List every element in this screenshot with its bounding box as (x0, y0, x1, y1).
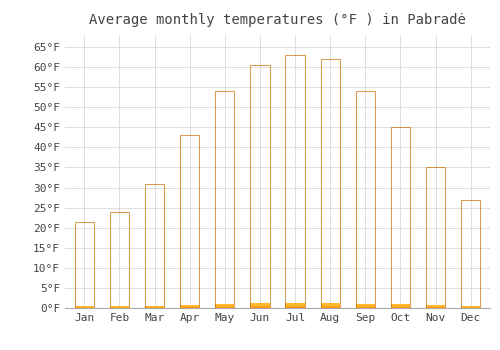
Bar (180, 135, 200, 308)
Bar (110, 212, 129, 308)
Bar (145, 183, 164, 308)
Bar (426, 168, 445, 308)
Bar (180, 135, 200, 308)
Bar (320, 59, 340, 308)
Bar (215, 91, 234, 308)
Bar (391, 127, 410, 308)
Bar (356, 91, 375, 308)
Bar (286, 55, 304, 308)
Title: Average monthly temperatures (°F ) in Pabradė: Average monthly temperatures (°F ) in Pa… (89, 13, 466, 27)
Bar (74, 222, 94, 308)
Bar (461, 199, 480, 308)
Bar (250, 65, 270, 308)
Bar (356, 91, 375, 308)
Bar (461, 199, 480, 308)
Bar (286, 55, 304, 308)
Bar (215, 91, 234, 308)
Bar (426, 168, 445, 308)
Bar (145, 183, 164, 308)
Bar (74, 222, 94, 308)
Bar (391, 127, 410, 308)
Bar (250, 65, 270, 308)
Bar (110, 212, 129, 308)
Bar (320, 59, 340, 308)
